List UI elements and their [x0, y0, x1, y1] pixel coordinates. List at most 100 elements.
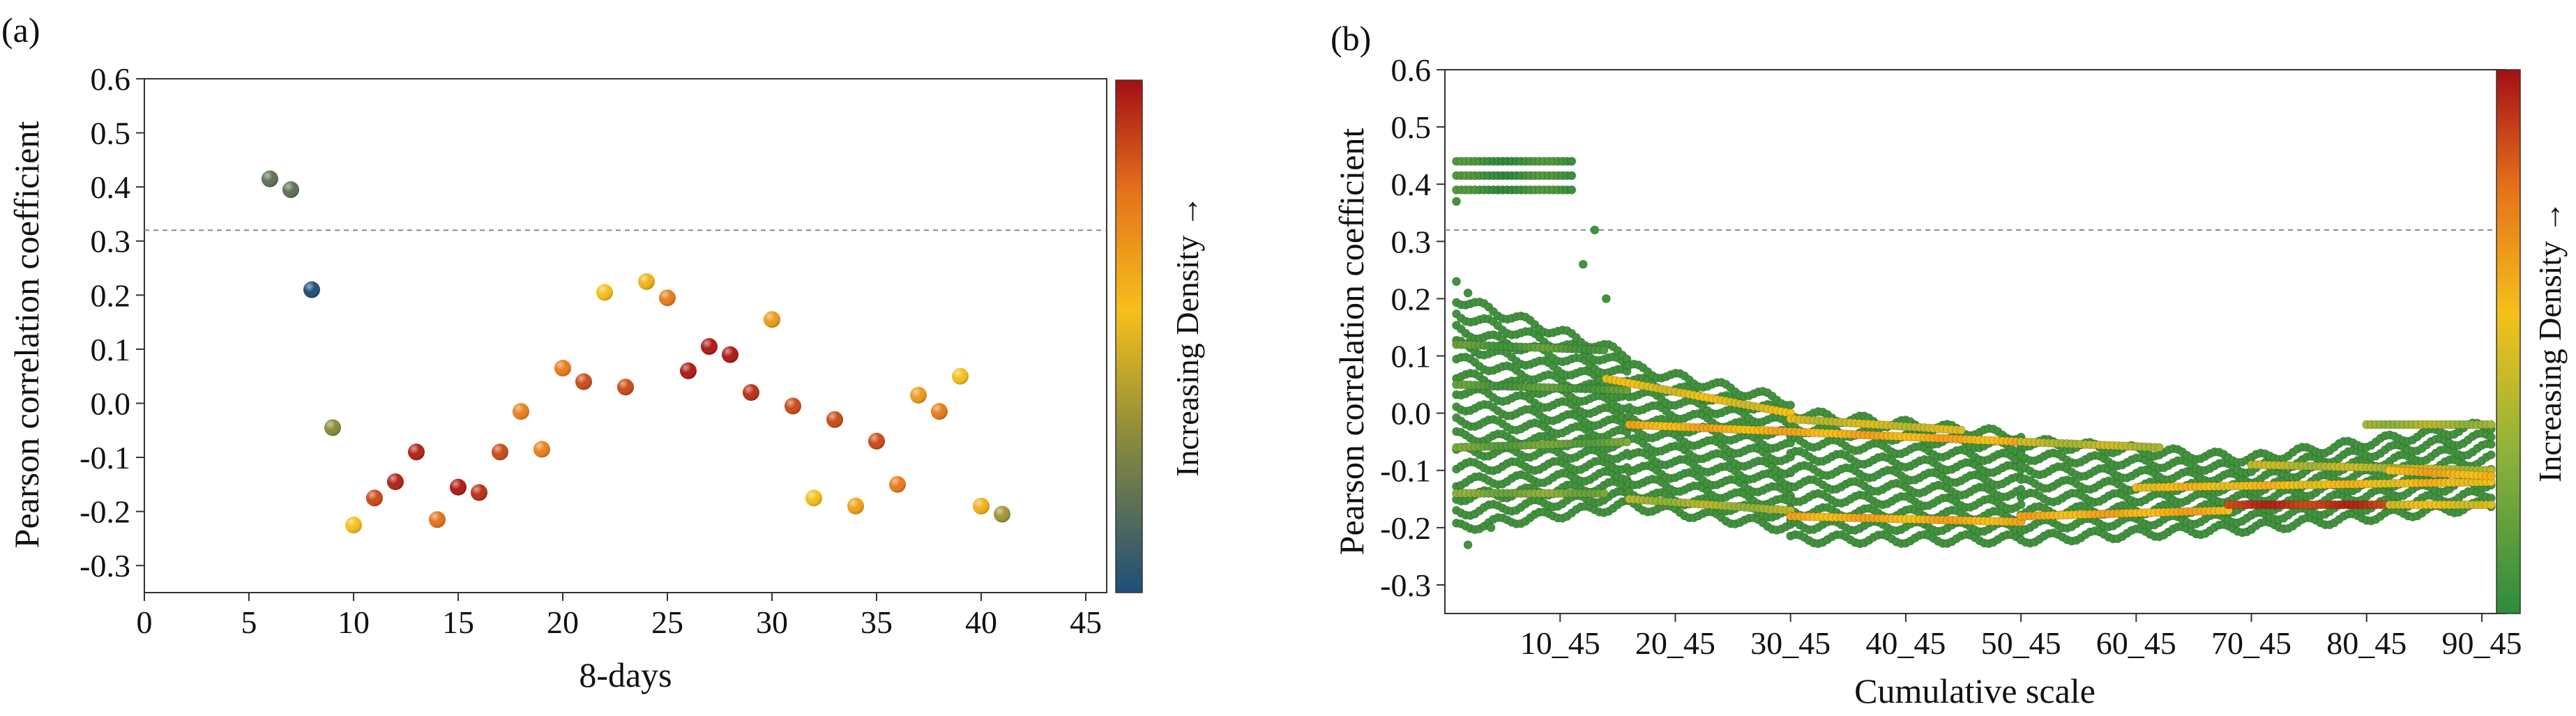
panel-b-x-tick-label: 80_45: [2326, 625, 2407, 661]
panel-a-point-shade: [659, 289, 676, 307]
panel-b-x-tick-label: 10_45: [1520, 625, 1600, 661]
panel-a-point-shade: [722, 346, 738, 363]
panel-a-y-tick-label: 0.1: [91, 332, 131, 367]
panel-a-x-tick-label: 35: [861, 604, 893, 640]
panel-b-point: [1463, 540, 1473, 549]
panel-b-y-tick-label: -0.1: [1380, 453, 1431, 489]
panel-a-point-shade: [680, 362, 697, 379]
panel-a-x-tick-label: 25: [651, 604, 683, 640]
panel-a-point-shade: [931, 403, 948, 420]
panel-b-x-tick-label: 70_45: [2211, 625, 2291, 661]
panel-a-y-tick-label: -0.2: [79, 494, 130, 530]
panel-b-axes: -0.3 -0.2 -0.1 0.0 0.1 0.2 0.3 0.4 0.5 0.6 10_45 20…: [1380, 52, 2522, 661]
panel-a-x-tick-label: 0: [137, 604, 153, 640]
panel-b-point: [2486, 450, 2496, 459]
panel-a-point-shade: [638, 273, 655, 290]
panel-a-label: (a): [1, 10, 40, 49]
panel-a-point-shade: [743, 383, 759, 401]
panel-b-point: [1567, 171, 1577, 181]
panel-b-x-tick-label: 50_45: [1981, 625, 2061, 661]
panel-a-y-tick-label: 0.2: [91, 277, 131, 313]
panel-b-point: [1956, 425, 1966, 435]
panel-b-point: [1463, 288, 1473, 298]
panel-b-y-tick-label: 0.1: [1391, 339, 1432, 374]
panel-a-point-shade: [889, 475, 906, 493]
panel-b-x-tick-label: 40_45: [1865, 625, 1946, 661]
panel-b-x-tick-label: 90_45: [2441, 625, 2522, 661]
panel-a-point-shade: [324, 419, 341, 436]
panel-b-y-tick-label: -0.2: [1380, 510, 1431, 546]
panel-a-point-shade: [764, 311, 780, 328]
panel-a-x-tick-label: 30: [756, 604, 788, 640]
panel-b-point: [1486, 523, 1496, 533]
panel-b-colorbar-label: Increasing Density →: [2532, 201, 2568, 482]
panel-a-x-axis-label: 8-days: [579, 655, 672, 694]
panel-a-point-shade: [868, 432, 885, 450]
panel-b-point: [2154, 443, 2164, 452]
panel-a-colorbar-label: Increasing Density →: [1169, 195, 1205, 477]
panel-b-point: [2486, 432, 2496, 442]
panel-a-x-tick-label: 20: [547, 604, 579, 640]
panel-b-points: [1452, 156, 2496, 549]
panel-a-point-shade: [617, 379, 634, 396]
panel-b-point: [1599, 345, 1609, 355]
panel-a-point-shade: [345, 517, 362, 534]
panel-a-point-shade: [994, 505, 1010, 523]
panel-a-y-tick-label: -0.3: [79, 548, 130, 584]
panel-a-x-tick-label: 15: [442, 604, 474, 640]
panel-b-point: [1452, 197, 1461, 206]
panel-a-point-shade: [282, 181, 299, 199]
panel-a-colorbar: [1115, 79, 1143, 593]
panel-b-point: [2486, 500, 2496, 510]
panel-b-y-axis-label: Pearson correlation coefficient: [1332, 128, 1371, 556]
panel-a-y-tick-label: 0.6: [91, 61, 131, 97]
panel-b-colorbar: [2496, 69, 2521, 614]
panel-a-axes: -0.3 -0.2 -0.1 0.0 0.1 0.2 0.3 0.4 0.5 0.6 0 5 10 15 2…: [79, 61, 1107, 640]
panel-a-point-shade: [408, 443, 425, 461]
panel-b-label: (b): [1331, 19, 1371, 58]
panel-a-point-shade: [429, 511, 446, 528]
panel-a-point-shade: [785, 397, 801, 415]
panel-a-point-shade: [805, 489, 822, 507]
panel-b-y-tick-label: 0.2: [1391, 281, 1432, 317]
panel-a-point-shade: [513, 403, 529, 420]
panel-b-x-tick-label: 60_45: [2096, 625, 2176, 661]
panel-a-plot-frame: [144, 78, 1107, 593]
panel-b-point: [1601, 294, 1611, 303]
panel-a-point-shade: [450, 478, 467, 496]
panel-b-y-tick-label: 0.3: [1391, 224, 1432, 259]
panel-a-point-shade: [554, 360, 571, 377]
panel-b-point: [1567, 156, 1577, 166]
panel-a-points: [262, 170, 1010, 534]
panel-a-y-tick-label: -0.1: [79, 440, 130, 475]
panel-a-point-shade: [492, 443, 508, 461]
panel-a-point-shade: [387, 473, 404, 490]
panel-a-point-shade: [826, 411, 843, 428]
panel-b-point: [2486, 420, 2496, 429]
panel-b-point: [1578, 259, 1588, 269]
panel-b-x-axis-label: Cumulative scale: [1854, 671, 2096, 710]
panel-b-x-tick-label: 30_45: [1750, 625, 1831, 661]
panel-a-x-tick-label: 5: [241, 604, 257, 640]
panel-a-point-shade: [303, 281, 320, 298]
panel-a-x-tick-label: 40: [965, 604, 997, 640]
panel-a-y-axis-label: Pearson correlation coefficient: [7, 121, 46, 549]
panel-b-point: [1786, 400, 1796, 410]
panel-a-y-tick-label: 0.3: [91, 224, 131, 259]
panel-b-y-tick-label: 0.5: [1391, 109, 1432, 145]
panel-a-y-tick-label: 0.0: [91, 386, 131, 421]
panel-a-point-shade: [596, 284, 613, 301]
panel-a-x-tick-label: 10: [338, 604, 370, 640]
panel-a-point-shade: [973, 497, 990, 515]
panel-a-point-shade: [262, 170, 278, 188]
panel-a-point-shade: [533, 441, 550, 458]
panel-b-y-tick-label: 0.6: [1391, 52, 1432, 88]
panel-b-point: [2486, 471, 2496, 481]
panel-b-y-tick-label: 0.0: [1391, 396, 1432, 432]
panel-b-point: [1590, 225, 1600, 235]
panel-a-point-shade: [575, 373, 592, 390]
panel-a-x-tick-label: 45: [1070, 604, 1102, 640]
panel-b-point: [1567, 185, 1577, 195]
panel-a-point-shade: [910, 386, 927, 404]
